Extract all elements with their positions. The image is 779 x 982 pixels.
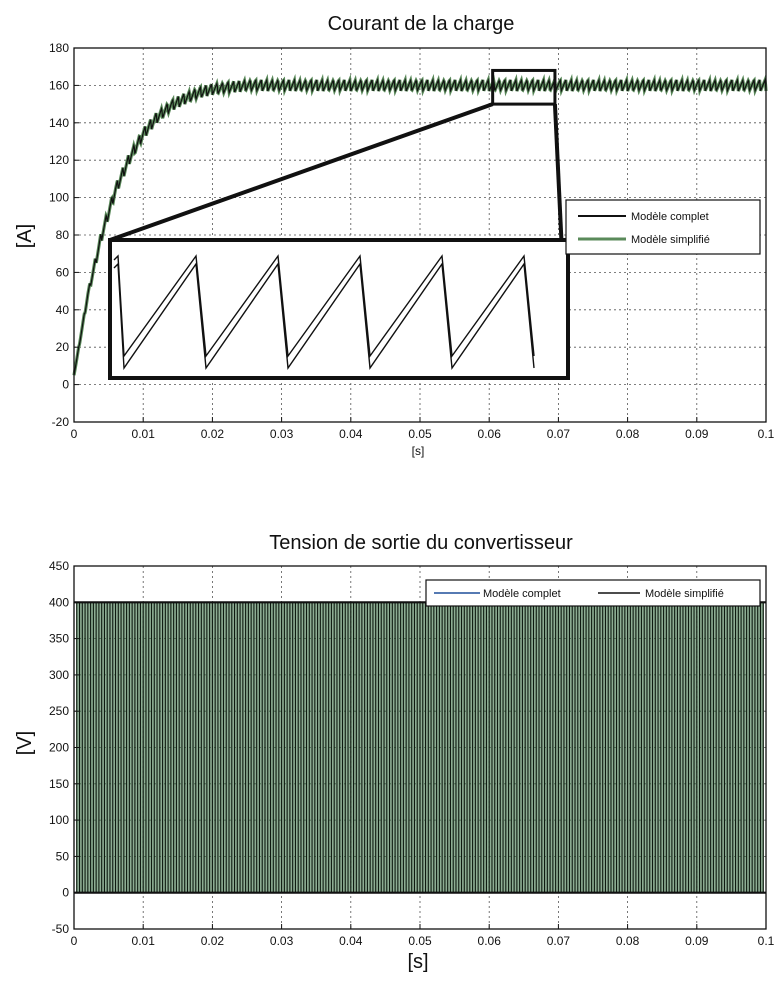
x-tick-label: 0.01: [132, 934, 156, 948]
x-tick-label: 0.02: [201, 934, 225, 948]
y-tick-label: 20: [56, 340, 70, 354]
x-tick-label: 0.04: [339, 934, 363, 948]
x-tick-label: 0.05: [408, 934, 432, 948]
y-tick-label: 300: [49, 668, 69, 682]
legend-box-2: [425, 579, 761, 607]
y-tick-label: 100: [49, 813, 69, 827]
y-tick-label: 140: [49, 116, 69, 130]
legend-label-simplifie: Modèle simplifié: [631, 234, 710, 246]
x-tick-label: 0.1: [758, 934, 775, 948]
chart-1-y-label: [A]: [14, 224, 36, 248]
x-tick-label: 0.01: [132, 427, 156, 441]
y-tick-label: 450: [49, 559, 69, 573]
x-tick-label: 0.06: [478, 934, 502, 948]
y-tick-label: 0: [62, 886, 69, 900]
y-tick-label: 80: [56, 228, 70, 242]
chart-1: Courant de la charge 0 0.01 0.02 0.03 0.04 0.…: [14, 13, 775, 458]
x-tick-label: 0.09: [685, 934, 709, 948]
chart-2-legend: Modèle complet Modèle simplifié: [425, 579, 761, 607]
y-tick-label: 100: [49, 191, 69, 205]
x-tick-label: 0.1: [758, 427, 775, 441]
chart-1-series: [72, 73, 768, 376]
y-tick-label: 50: [56, 849, 70, 863]
y-tick-label: 200: [49, 741, 69, 755]
inset-frame: [108, 238, 570, 380]
chart-2-series: [73, 601, 766, 894]
y-tick-label: -20: [52, 415, 70, 429]
chart-2-y-ticks: -50 0 50 100 150 200 250 300 350 400 450: [49, 559, 79, 936]
inset-wave-simplifie: [113, 262, 535, 371]
y-tick-label: 160: [49, 78, 69, 92]
y-tick-label: 60: [56, 265, 70, 279]
x-tick-label: 0.07: [547, 427, 571, 441]
y-tick-label: 120: [49, 153, 69, 167]
x-tick-label: 0.05: [408, 427, 432, 441]
legend-box: [565, 199, 761, 255]
chart-2: Tension de sortie du convertisseur 0 0.01…: [14, 532, 775, 973]
chart-1-y-ticks: -20 0 20 40 60 80 100 120 140 160 180: [49, 41, 79, 429]
x-tick-label: 0.09: [685, 427, 709, 441]
x-tick-label: 0: [71, 934, 78, 948]
y-tick-label: 400: [49, 595, 69, 609]
y-tick-label: 350: [49, 632, 69, 646]
chart-1-x-label: [s]: [412, 444, 425, 458]
y-tick-label: 150: [49, 777, 69, 791]
chart-1-title: Courant de la charge: [328, 13, 515, 35]
chart-2-x-label: [s]: [407, 951, 428, 973]
chart-1-x-ticks: 0 0.01 0.02 0.03 0.04 0.05 0.06 0.07 0.08 0.09 0.1: [71, 417, 775, 441]
x-tick-label: 0.08: [616, 934, 640, 948]
chart-1-legend: Modèle complet Modèle simplifié: [565, 199, 761, 255]
chart-2-x-ticks: 0 0.01 0.02 0.03 0.04 0.05 0.06 0.07 0.08 0.09 0.1: [71, 924, 775, 948]
x-tick-label: 0.03: [270, 934, 294, 948]
x-tick-label: 0.02: [201, 427, 225, 441]
series-line-complet: [73, 77, 767, 376]
legend-label-simplifie-2: Modèle simplifié: [645, 588, 724, 600]
legend-label-complet: Modèle complet: [631, 211, 709, 223]
chart-2-title: Tension de sortie du convertisseur: [269, 532, 573, 554]
y-tick-label: -50: [52, 922, 70, 936]
legend-label-complet-2: Modèle complet: [483, 588, 561, 600]
inset-waveforms: [113, 254, 535, 371]
x-tick-label: 0.03: [270, 427, 294, 441]
x-tick-label: 0: [71, 427, 78, 441]
x-tick-label: 0.06: [478, 427, 502, 441]
x-tick-label: 0.08: [616, 427, 640, 441]
chart-1-inset: [108, 238, 570, 380]
zoom-rectangle: [491, 68, 557, 106]
zoom-connector-left: [109, 102, 494, 242]
x-tick-label: 0.07: [547, 934, 571, 948]
y-tick-label: 180: [49, 41, 69, 55]
y-tick-label: 0: [62, 378, 69, 392]
x-tick-label: 0.04: [339, 427, 363, 441]
y-tick-label: 40: [56, 303, 70, 317]
chart-2-y-label: [V]: [14, 731, 36, 755]
y-tick-label: 250: [49, 704, 69, 718]
